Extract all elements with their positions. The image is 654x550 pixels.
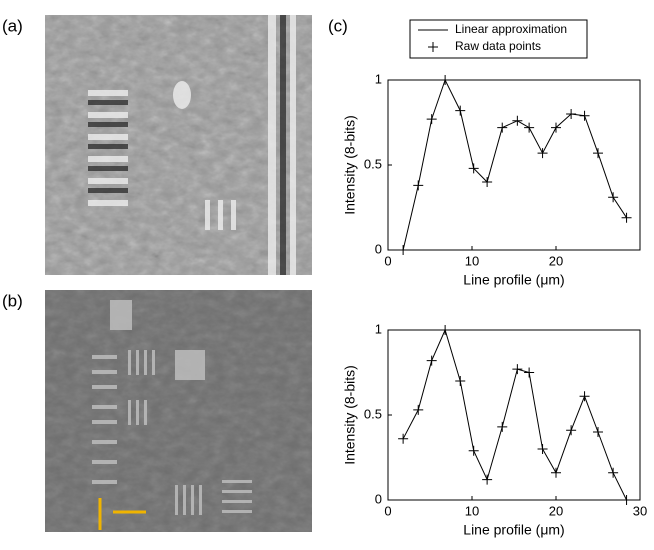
data-point bbox=[512, 364, 523, 375]
data-point bbox=[497, 421, 508, 432]
data-point bbox=[551, 467, 561, 478]
data-point bbox=[593, 427, 603, 437]
data-point bbox=[621, 495, 632, 505]
data-point bbox=[426, 355, 437, 366]
data-point bbox=[468, 445, 479, 456]
data-point bbox=[579, 110, 590, 121]
data-point bbox=[398, 433, 409, 444]
y-tick-label: 0 bbox=[375, 491, 382, 506]
data-point bbox=[440, 75, 451, 85]
data-point bbox=[524, 367, 535, 378]
y-tick-label: 0.5 bbox=[364, 406, 382, 421]
data-point bbox=[593, 148, 603, 159]
x-tick-label: 20 bbox=[549, 253, 563, 268]
data-point bbox=[497, 122, 508, 133]
data-point bbox=[551, 122, 561, 133]
legend-marker bbox=[428, 42, 438, 52]
image-b bbox=[45, 290, 312, 532]
legend-label: Linear approximation bbox=[455, 22, 567, 36]
panel-label: (b) bbox=[2, 291, 23, 310]
data-point bbox=[608, 192, 619, 203]
x-tick-label: 0 bbox=[384, 253, 391, 268]
data-point bbox=[512, 115, 523, 126]
data-point bbox=[566, 109, 577, 119]
y-tick-label: 0.5 bbox=[364, 156, 382, 171]
profile-line bbox=[402, 78, 627, 251]
data-point bbox=[608, 467, 619, 478]
y-axis-label: Intensity (8-bits) bbox=[342, 365, 358, 465]
x-tick-label: 20 bbox=[549, 503, 563, 518]
data-point bbox=[537, 148, 548, 159]
data-point bbox=[426, 114, 437, 125]
y-tick-label: 1 bbox=[375, 71, 382, 86]
data-point bbox=[413, 404, 424, 415]
legend-box bbox=[409, 19, 588, 59]
x-tick-label: 0 bbox=[384, 503, 391, 518]
data-point bbox=[524, 122, 535, 133]
legend-label: Raw data points bbox=[455, 39, 541, 53]
axes-box bbox=[387, 329, 641, 501]
data-point bbox=[537, 444, 548, 454]
profile-line bbox=[402, 328, 628, 501]
data-point bbox=[579, 391, 590, 402]
data-point bbox=[413, 180, 424, 191]
y-axis-label: Intensity (8-bits) bbox=[342, 115, 358, 215]
x-axis-label: Line profile (μm) bbox=[463, 272, 564, 288]
y-tick-label: 1 bbox=[375, 321, 382, 336]
data-point bbox=[440, 325, 451, 335]
panel-label: (a) bbox=[2, 16, 23, 35]
data-point bbox=[455, 376, 466, 386]
data-point bbox=[482, 177, 493, 187]
data-point bbox=[455, 105, 466, 116]
x-tick-label: 10 bbox=[465, 503, 479, 518]
x-axis-label: Line profile (μm) bbox=[463, 522, 564, 538]
data-point bbox=[468, 163, 479, 174]
data-point bbox=[482, 474, 493, 485]
y-tick-label: 0 bbox=[375, 241, 382, 256]
x-tick-label: 30 bbox=[633, 503, 647, 518]
data-point bbox=[398, 245, 409, 255]
data-point bbox=[621, 212, 632, 223]
panel-label: (c) bbox=[328, 16, 348, 35]
image-a bbox=[45, 15, 312, 275]
x-tick-label: 10 bbox=[465, 253, 479, 268]
data-point bbox=[566, 425, 577, 436]
